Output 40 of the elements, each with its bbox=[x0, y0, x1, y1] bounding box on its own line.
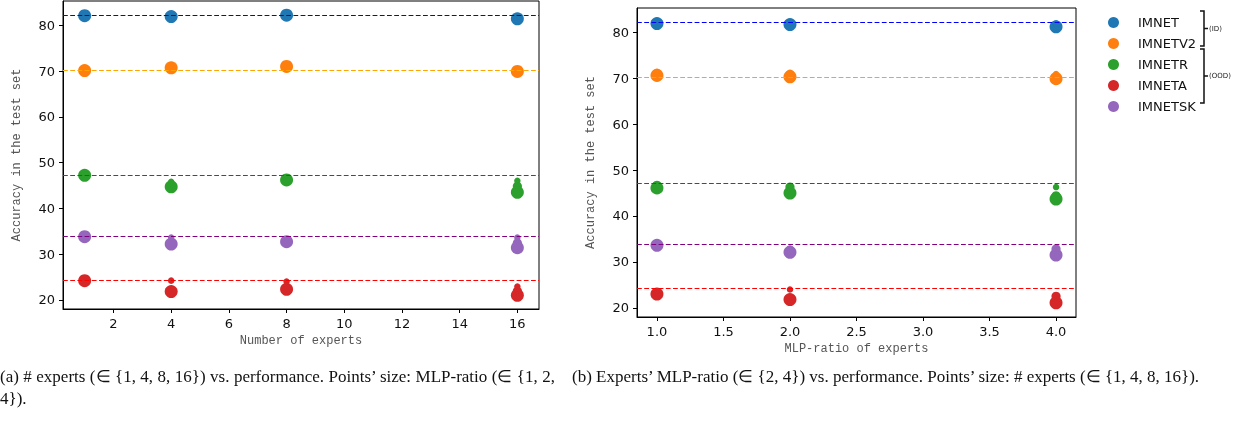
legend-label: IMNET bbox=[1138, 15, 1179, 30]
x-tick-label: 4.0 bbox=[1045, 324, 1067, 339]
y-tick-label: 40 bbox=[612, 208, 629, 224]
x-tick-label: 2 bbox=[109, 316, 118, 331]
y-tick-label: 70 bbox=[38, 63, 55, 79]
x-tick-label: 3.5 bbox=[979, 324, 1000, 339]
y-tick-label: 50 bbox=[612, 162, 629, 178]
y-tick-label: 60 bbox=[612, 116, 629, 132]
y-tick-label: 40 bbox=[38, 200, 55, 216]
x-tick-label: 6 bbox=[224, 316, 234, 331]
y-tick-label: 80 bbox=[612, 24, 629, 40]
x-tick-label: 4 bbox=[167, 316, 176, 331]
legend-label: IMNETR bbox=[1138, 57, 1188, 72]
legend-label: IMNETV2 bbox=[1138, 36, 1197, 51]
x-axis-title: MLP-ratio of experts bbox=[784, 342, 929, 356]
y-tick-label: 20 bbox=[612, 300, 629, 316]
text: (a) # experts (∈ {1, 4, 8, 16}) vs. performance. Points’ size: MLP-ratio (∈ {1, 2, 4}). bbox=[0, 366, 555, 410]
x-tick-label: 2.0 bbox=[779, 324, 801, 339]
y-tick-label: 30 bbox=[612, 254, 629, 270]
x-axis-title: Number of experts bbox=[239, 334, 363, 348]
x-tick-label: 8 bbox=[282, 316, 291, 331]
x-tick-label: 1.5 bbox=[713, 324, 734, 339]
x-tick-label: 16 bbox=[509, 316, 526, 331]
legend-label: IMNETSK bbox=[1138, 99, 1197, 114]
legend-label: IMNETA bbox=[1138, 78, 1187, 93]
x-tick-label: 2.5 bbox=[846, 324, 867, 339]
y-tick-label: 20 bbox=[38, 292, 55, 308]
x-tick-label: 3.0 bbox=[912, 324, 934, 339]
x-tick-label: 14 bbox=[451, 316, 468, 331]
x-tick-label: 10 bbox=[336, 316, 353, 331]
text: (b) Experts’ MLP-ratio (∈ {2, 4}) vs. performance. Points’ size: # experts (∈ {1, 4, 8, 16}). bbox=[572, 366, 1201, 388]
y-axis-title: Accuracy in the test set bbox=[584, 76, 598, 249]
y-tick-label: 80 bbox=[38, 17, 55, 33]
y-axis-title: Accuracy in the test set bbox=[10, 68, 24, 242]
x-tick-label: 1.0 bbox=[646, 324, 668, 339]
x-tick-label: 12 bbox=[393, 316, 411, 331]
y-tick-label: 70 bbox=[612, 70, 629, 86]
y-tick-label: 50 bbox=[38, 155, 55, 171]
y-tick-label: 60 bbox=[38, 109, 55, 125]
y-tick-label: 30 bbox=[38, 246, 55, 262]
